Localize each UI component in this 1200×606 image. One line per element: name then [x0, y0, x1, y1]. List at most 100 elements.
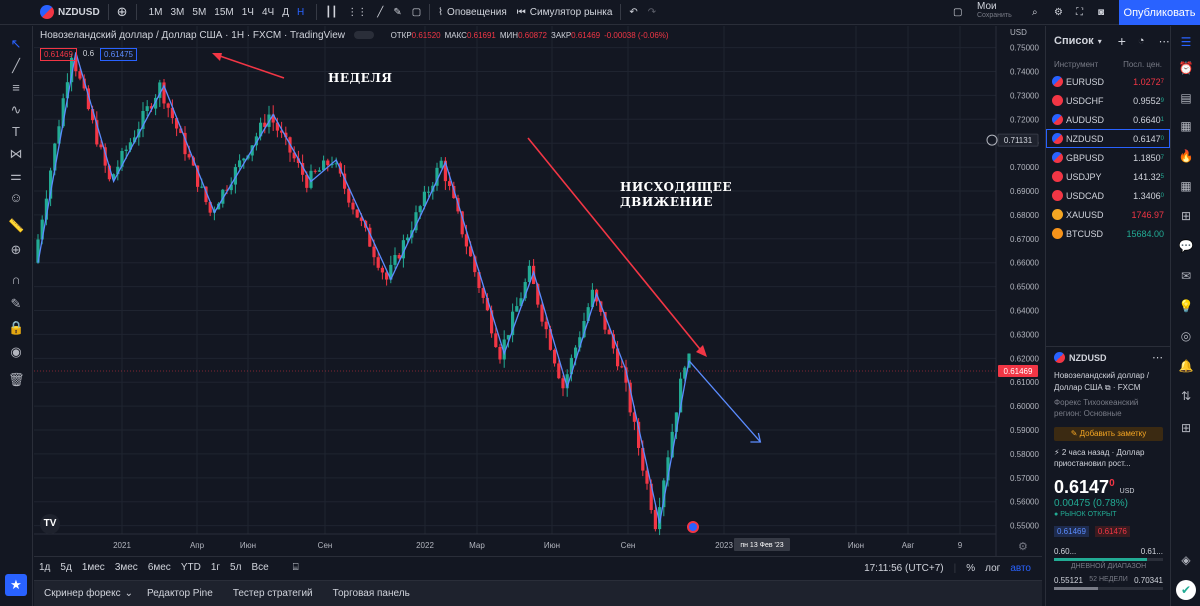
calendar-icon[interactable]: ▦ — [1180, 179, 1192, 193]
news-icon[interactable]: ▦ — [1180, 119, 1192, 133]
advanced-view-icon[interactable]: ◔ — [1137, 35, 1145, 47]
ideas-icon[interactable]: ⊞ — [1180, 209, 1192, 223]
date-range-icon[interactable]: ⌸ — [292, 562, 299, 573]
range-2[interactable]: 1мес — [81, 562, 105, 573]
cursor-icon[interactable]: ↖ — [10, 36, 22, 51]
trash-icon[interactable]: 🗑 — [8, 372, 25, 387]
alerts-button[interactable]: ⌇ Оповещения — [433, 0, 512, 25]
chevron-down-icon[interactable]: ⌄ — [124, 588, 133, 599]
range-5[interactable]: YTD — [180, 562, 201, 573]
range-1[interactable]: 5д — [60, 562, 72, 573]
watchlist-row[interactable]: NZDUSD 0.6147 0 — [1046, 129, 1170, 148]
eye-icon[interactable]: ◉ — [10, 344, 22, 359]
timeframe-2[interactable]: 5М — [192, 6, 207, 18]
watchlist-row[interactable]: AUDUSD 0.6640 1 — [1046, 110, 1170, 129]
panel-tab-1[interactable]: Редактор Pine — [146, 588, 213, 599]
notifications-icon[interactable]: 🔔 — [1178, 359, 1194, 373]
hotlist-icon[interactable]: 🔥 — [1178, 149, 1194, 163]
indicator-button[interactable]: ⋮⋮ — [342, 0, 372, 25]
alerts-clock-icon[interactable]: ⏰ — [1178, 61, 1194, 75]
text-icon[interactable]: T — [12, 124, 20, 139]
timeframe-1[interactable]: 3М — [170, 6, 185, 18]
range-8[interactable]: Все — [251, 562, 269, 573]
panel-tab-0[interactable]: Скринер форекс — [44, 588, 121, 599]
emoji-icon[interactable]: ☺ — [9, 190, 23, 205]
pattern-icon[interactable]: ∿ — [10, 102, 22, 117]
bulb-icon[interactable]: 💡 — [1178, 299, 1194, 313]
search-button[interactable]: ⌕ — [1027, 0, 1043, 25]
trendline-icon[interactable]: ╱ — [12, 58, 20, 73]
prediction-icon[interactable]: ⋈ — [9, 146, 23, 161]
timeframe-6[interactable]: Д — [282, 6, 289, 18]
order-panel-icon[interactable]: ⇅ — [1180, 389, 1192, 403]
add-note-button[interactable]: ✎ Добавить заметку — [1054, 427, 1163, 441]
range-0[interactable]: 1д — [39, 562, 51, 573]
undo-button[interactable]: ↶ — [624, 0, 642, 25]
layers-icon[interactable]: ◈ — [1181, 553, 1191, 567]
sell-price-tag[interactable]: 0.61469 — [40, 48, 77, 61]
range-3[interactable]: 3мес — [114, 562, 138, 573]
event-flag-icon[interactable] — [687, 521, 699, 533]
watchlist-row[interactable]: GBPUSD 1.1850 7 — [1046, 148, 1170, 167]
watchlist-row[interactable]: BTCUSD 15684.00 — [1046, 224, 1170, 243]
symbol-search[interactable]: NZDUSD — [0, 0, 105, 25]
timeframe-4[interactable]: 1Ч — [241, 6, 254, 18]
clock-time[interactable]: 17:11:56 (UTC+7) — [864, 562, 944, 574]
add-symbol-icon[interactable]: + — [1117, 33, 1126, 49]
lock-drawings-icon[interactable]: ✎ — [10, 296, 22, 311]
shield-check-icon[interactable]: ✔ — [1176, 580, 1196, 600]
watchlist-row[interactable]: USDCAD 1.3406 0 — [1046, 186, 1170, 205]
settings-button[interactable]: ⚙ — [1049, 0, 1068, 25]
detail-symbol[interactable]: NZDUSD — [1069, 352, 1107, 363]
range-4[interactable]: 6мес — [147, 562, 171, 573]
timeframe-7[interactable]: Н — [297, 6, 305, 18]
compare-button[interactable]: ⊕ — [112, 0, 133, 25]
layout-select[interactable]: ▢ — [948, 0, 967, 25]
news-item[interactable]: ⚡ 2 часа назад · Доллар приостановил рос… — [1054, 448, 1145, 468]
brush-button[interactable]: ✎ — [388, 0, 406, 25]
zoom-icon[interactable]: ⊕ — [10, 242, 22, 257]
help-icon[interactable]: ⊞ — [1180, 421, 1192, 435]
ruler-icon[interactable]: 📏 — [8, 218, 25, 233]
range-7[interactable]: 5л — [230, 562, 242, 573]
col-instrument[interactable]: Инструмент — [1054, 59, 1099, 69]
timeframe-3[interactable]: 15М — [214, 6, 234, 18]
watchlist-row[interactable]: USDJPY 141.32 5 — [1046, 167, 1170, 186]
simulator-button[interactable]: ⏮ Симулятор рынка — [512, 0, 618, 25]
chevron-down-icon[interactable]: ▾ — [1097, 36, 1102, 46]
watchlist-row[interactable]: USDCHF 0.9552 9 — [1046, 91, 1170, 110]
watchlist-row[interactable]: XAUUSD 1746.97 — [1046, 205, 1170, 224]
lock-icon[interactable]: 🔒 — [8, 320, 25, 335]
timeframe-0[interactable]: 1М — [148, 6, 163, 18]
ideas-star-icon[interactable]: ★ — [5, 574, 27, 596]
watchlist-title[interactable]: Список — [1054, 35, 1094, 47]
messages-icon[interactable]: ✉ — [1180, 269, 1192, 283]
watchlist-row[interactable]: EURUSD 1.0272 7 — [1046, 72, 1170, 91]
chart-type-button[interactable]: ┃┃ — [320, 0, 342, 25]
save-layout[interactable]: Мои Сохранить — [955, 2, 1012, 20]
log-toggle[interactable]: лог — [985, 562, 1001, 574]
fullscreen-button[interactable]: ⛶ — [1071, 0, 1088, 25]
redo-button[interactable]: ↷ — [643, 0, 661, 25]
data-window-icon[interactable]: ▤ — [1180, 91, 1192, 105]
more-icon[interactable]: ⋯ — [1158, 35, 1170, 48]
snapshot-button[interactable]: ◙ — [1093, 0, 1109, 25]
draw-button[interactable]: ╱ — [372, 0, 388, 25]
goto-date-icon[interactable]: ⚙ — [1018, 541, 1028, 553]
chart-canvas[interactable]: 0.750000.740000.730000.720000.710000.700… — [34, 26, 1042, 556]
publish-button[interactable]: Опубликовать — [1119, 0, 1200, 25]
buy-price-tag[interactable]: 0.61475 — [100, 48, 137, 61]
fib-icon[interactable]: ≡ — [12, 80, 20, 95]
price-chart[interactable]: 0.750000.740000.730000.720000.710000.700… — [34, 26, 1042, 556]
range-6[interactable]: 1г — [210, 562, 221, 573]
streams-icon[interactable]: ◎ — [1180, 329, 1192, 343]
magnet-icon[interactable]: ∩ — [11, 272, 21, 287]
watchlist-icon[interactable]: ☰ — [1180, 35, 1192, 49]
panel-tab-3[interactable]: Торговая панель — [332, 588, 410, 599]
chat-icon[interactable]: 💬 — [1178, 239, 1194, 253]
visibility-toggle-icon[interactable] — [353, 31, 374, 40]
measure-lines-icon[interactable]: ⚌ — [10, 168, 22, 183]
panel-tab-2[interactable]: Тестер стратегий — [232, 588, 313, 599]
percent-toggle[interactable]: % — [966, 562, 976, 574]
layout-button[interactable]: ▢ — [407, 0, 426, 25]
